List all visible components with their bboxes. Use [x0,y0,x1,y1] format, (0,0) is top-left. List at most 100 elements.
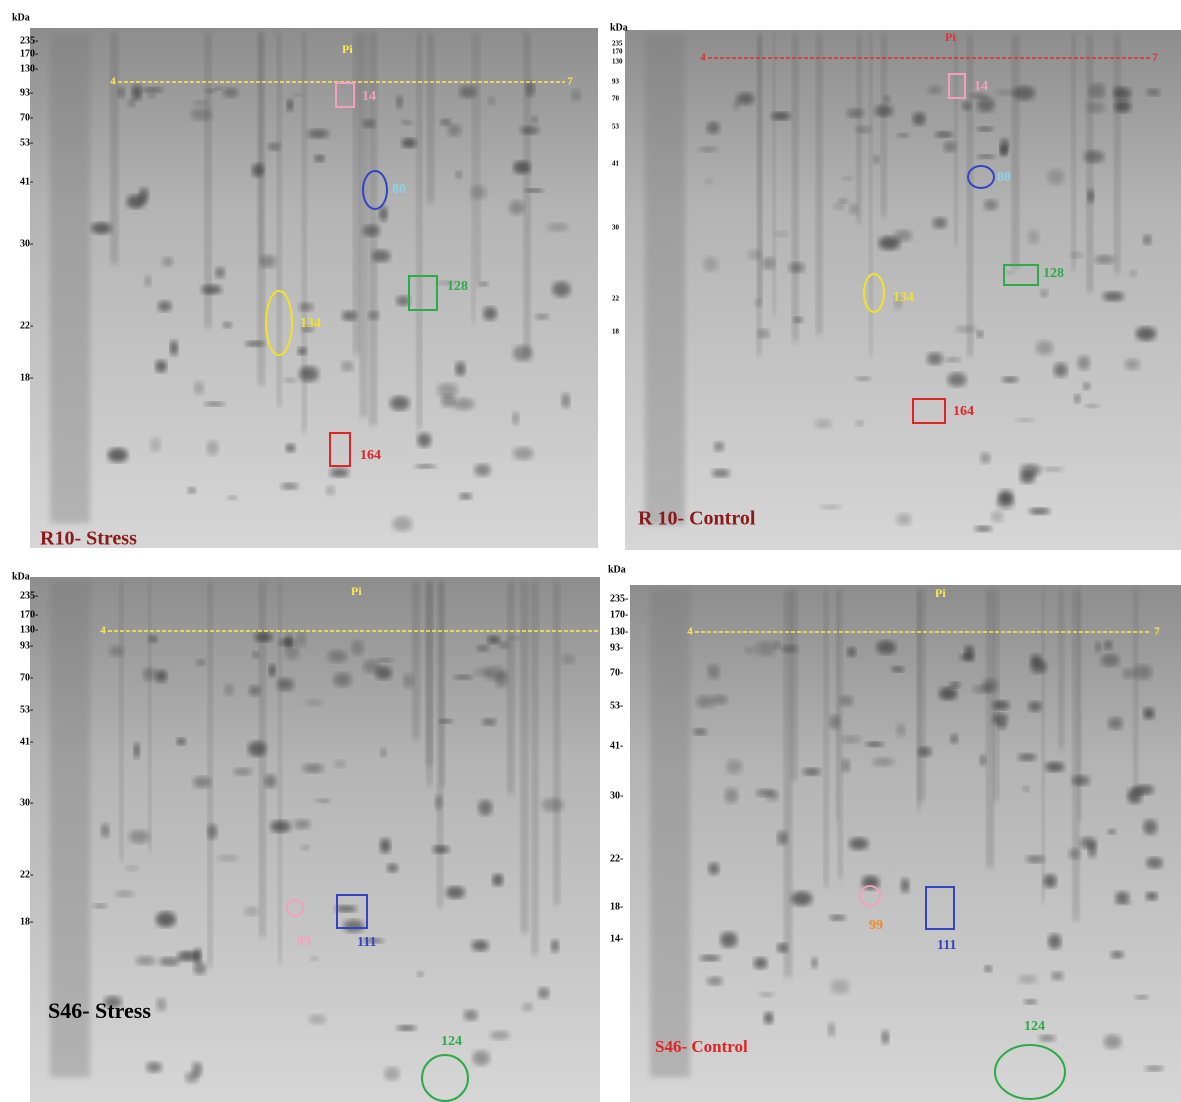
gel-streak [836,590,839,820]
gel-spot [483,307,496,321]
gel-spot [764,1012,774,1024]
gel-spot [927,353,943,365]
gel-spot [542,798,564,812]
gel-spot [283,378,296,383]
gel-spot [314,155,325,162]
gel-spot [840,696,853,707]
gel-streak [917,590,921,811]
gel-spot [894,230,912,242]
mw-marker: 170- [20,609,38,620]
gel-spot [194,962,207,974]
gel-streak [204,33,211,328]
gel-spot [309,1014,327,1024]
gel-spot [224,684,234,696]
gel-spot [562,654,575,664]
spot-label: 99 [297,934,311,949]
gel-spot [286,444,296,453]
gel-spot [758,329,770,338]
pi-label: Pi [945,30,956,44]
gel-streak [426,582,433,765]
gel-spot [328,650,348,663]
gel-spot [1087,189,1094,203]
gel-spot [520,126,539,134]
gel-spot [155,670,167,682]
gel-streak [993,590,999,801]
gel-spot [993,713,1008,725]
gel-spot [526,81,535,97]
gel-spot [362,119,375,128]
gel-spot [201,285,222,294]
gel-spot [1146,892,1158,901]
mw-marker: 30- [610,790,623,801]
gel-spot [997,495,1015,509]
gel-spot [803,768,821,775]
gel-spot [1104,641,1112,650]
gel-streak [507,582,514,794]
gel-spot [847,647,856,657]
gel-spot [417,433,431,447]
gel-spot [475,668,493,677]
gel-spot [977,154,995,158]
gel-spot [315,799,330,803]
gel-spot [1036,341,1053,355]
gel-spot [892,666,904,672]
gel-spot [1028,701,1042,712]
gel-spot [726,759,742,774]
mw-marker: 235 [612,40,623,48]
gel-spot [292,93,303,97]
gel-spot [260,255,276,268]
gel-streak [412,582,420,740]
mw-marker: 93 [612,78,620,86]
gel-spot [984,200,998,211]
gel-spot [964,645,974,661]
gel-spot [233,768,252,775]
gel-streak [1012,35,1020,268]
spot-label: 128 [1043,266,1064,281]
gel-spot [1085,404,1100,408]
gel-spot [509,200,524,214]
gel-spot [109,646,124,657]
gel-spot [108,448,128,462]
gel-spot [396,95,402,109]
gel-spot [384,1067,399,1081]
gel-streak [1078,590,1082,821]
gel-spot [297,347,306,355]
gel-spot [1024,999,1037,1004]
spot-label: 80 [392,182,406,197]
gel-spot [698,147,717,152]
gel-spot [1095,255,1115,264]
gel-spot [551,940,559,953]
gel-streak [1133,590,1138,787]
mw-marker: 30- [20,797,33,808]
gel-spot [368,311,380,320]
gel-spot [305,699,322,706]
gel-spot [440,119,451,126]
gel-spot [977,330,983,338]
gel-spot [115,891,134,897]
gel-spot [156,360,167,373]
gel-spot [1048,934,1061,949]
spot-label: 134 [300,316,321,331]
gel-spot [185,1072,198,1083]
gel-spot [522,1002,533,1011]
gel-spot [134,743,140,759]
gel-spot [217,855,239,862]
gel-spot [896,514,911,526]
gel-spot [159,957,180,966]
gel-spot [194,381,204,395]
gel-spot [1086,102,1105,113]
gel-spot [277,678,294,691]
marker-lane [645,35,685,525]
gel-spot [464,1010,478,1021]
gel-spot [139,188,149,203]
gel-spot [1083,382,1090,390]
gel-spot [1089,83,1105,99]
gel-spot [771,112,790,120]
gel-spot [881,1030,889,1044]
gel-spot [326,486,335,495]
gel-spot [1135,995,1149,999]
gel-spot [1078,356,1090,371]
gel-spot [193,100,209,106]
gel-spot [379,206,387,221]
gel-spot [270,820,290,832]
